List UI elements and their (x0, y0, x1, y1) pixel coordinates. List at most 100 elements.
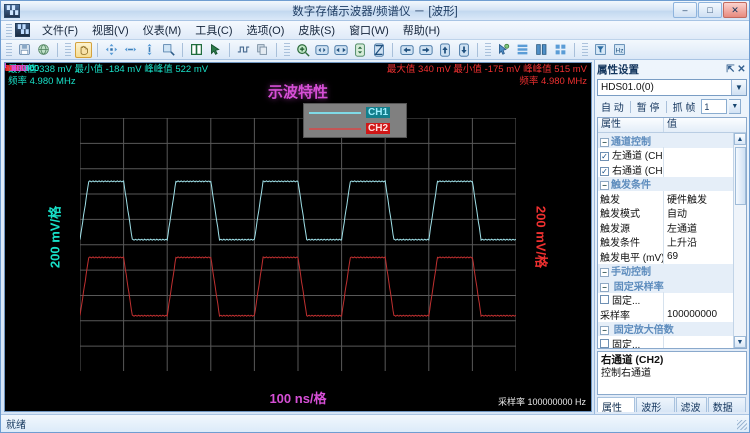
auto-button[interactable]: 自 动 (601, 103, 624, 114)
toolbar-grip-4[interactable] (485, 43, 491, 56)
hand-pan-icon[interactable] (75, 41, 92, 58)
tab-properties[interactable]: 属性设置 (597, 397, 636, 429)
zoom-horizontal-icon[interactable] (313, 42, 330, 58)
menu-grip[interactable] (6, 23, 12, 37)
waveform-plot[interactable] (80, 118, 516, 371)
menu-item-file[interactable]: 文件(F) (42, 25, 79, 37)
grid-property-row[interactable]: 触发 硬件触发 (598, 190, 746, 206)
fit-height-icon[interactable] (370, 42, 387, 58)
pin-icon[interactable]: ⇱ (726, 64, 735, 75)
menu-bar: ▚▚ 文件(F) 视图(V) 仪表(M) 工具(C) 选项(O) 皮肤(S) 窗… (1, 21, 749, 40)
checkbox[interactable]: ✓ (600, 152, 609, 162)
capture-count-input[interactable]: 1 (701, 99, 728, 114)
checkbox[interactable] (600, 295, 609, 305)
menu-item-options[interactable]: 选项(O) (246, 25, 285, 37)
fit-width-icon[interactable] (332, 42, 349, 58)
grid-property-value[interactable]: 上升沿 (667, 238, 697, 250)
menu-item-window[interactable]: 窗口(W) (349, 25, 389, 37)
chevron-down-icon[interactable]: ▼ (731, 80, 746, 95)
expander-icon[interactable]: − (600, 137, 609, 147)
grid-property-row[interactable]: 触发模式 自动 (598, 205, 746, 221)
grid-body[interactable]: −通道控制✓左通道 (CH1)✓右通道 (CH2)−触发条件触发硬件触发触发模式… (598, 133, 746, 348)
grid-scrollbar[interactable]: ▲ ▼ (733, 133, 746, 348)
grid-property-value[interactable]: 左通道 (667, 223, 697, 235)
property-description: 右通道 (CH2) 控制右通道 (597, 351, 747, 395)
capture-button[interactable]: 抓 帧 (672, 103, 696, 114)
grid-property-row[interactable]: 触发条件 上升沿 (598, 234, 746, 250)
expander-icon[interactable]: − (600, 268, 609, 278)
menu-item-tools[interactable]: 工具(C) (195, 25, 233, 37)
measurement-ch2: 最大值 340 mV 最小值 -175 mV 峰峰值 515 mV 频率 4.9… (387, 64, 587, 88)
filter-icon[interactable] (592, 42, 609, 58)
save-icon[interactable] (16, 42, 33, 58)
grid-category-row[interactable]: − 通道控制 (598, 133, 746, 148)
close-button[interactable]: ✕ (723, 2, 747, 18)
arrow-left-icon[interactable] (398, 42, 415, 58)
horizontal-resize-icon[interactable] (122, 42, 139, 58)
tab-data-record[interactable]: 数据记录 (707, 397, 746, 429)
toolbar-grip-3[interactable] (284, 43, 290, 56)
legend-item-ch1: CH1 (309, 107, 401, 118)
device-select-value: HDS01.0(0) (601, 82, 654, 93)
grid-property-row[interactable]: 固定... (598, 292, 746, 308)
checkbox[interactable] (600, 338, 609, 348)
columns-layout-icon[interactable] (533, 42, 550, 58)
copy-icon[interactable] (254, 42, 271, 58)
panel-close-icon[interactable]: ✕ (737, 64, 746, 75)
arrow-up-icon[interactable] (436, 42, 453, 58)
expander-icon[interactable]: − (600, 282, 609, 292)
scroll-down-icon[interactable]: ▼ (734, 336, 746, 348)
pointer-select-icon[interactable] (495, 42, 512, 58)
properties-grid[interactable]: 属性 值 −通道控制✓左通道 (CH1)✓右通道 (CH2)−触发条件触发硬件触… (597, 117, 747, 349)
grid-property-value[interactable]: 自动 (667, 209, 687, 221)
tab-filter[interactable]: 滤波器 (675, 397, 707, 429)
tile-layout-icon[interactable] (552, 42, 569, 58)
globe-icon[interactable] (35, 42, 52, 58)
capture-count-dropdown-icon[interactable]: ▼ (729, 99, 742, 114)
arrow-down-icon[interactable] (455, 42, 472, 58)
zoom-region-icon[interactable] (160, 42, 177, 58)
column-icon[interactable] (188, 42, 205, 58)
move-icon[interactable] (103, 42, 120, 58)
cursor-arrow-icon[interactable] (207, 42, 224, 58)
grid-property-row[interactable]: 触发源 左通道 (598, 219, 746, 235)
grid-category-row[interactable]: − 触发条件 (598, 176, 746, 191)
toolbar-grip-5[interactable] (582, 43, 588, 56)
toolbar-grip-2[interactable] (65, 43, 71, 56)
expander-icon[interactable]: − (600, 326, 609, 336)
menu-item-skin[interactable]: 皮肤(S) (298, 25, 336, 37)
window-resize-grip[interactable] (737, 420, 747, 430)
minimize-button[interactable]: – (673, 2, 697, 18)
expander-icon[interactable]: − (600, 181, 609, 191)
grid-property-row[interactable]: 采样率 100000000 (598, 306, 746, 322)
arrow-right-icon[interactable] (417, 42, 434, 58)
hz-icon[interactable]: Hz (611, 42, 628, 58)
scrollbar-thumb[interactable] (734, 147, 746, 205)
grid-category-row[interactable]: − 固定采样率 (598, 278, 746, 293)
checkbox[interactable]: ✓ (600, 166, 609, 176)
zoom-vertical-icon[interactable] (351, 42, 368, 58)
oscilloscope-display[interactable]: 最大值 338 mV 最小值 -184 mV 峰峰值 522 mV 频率 4.9… (4, 62, 592, 412)
grid-property-value[interactable]: 69 (667, 250, 679, 262)
waveform-icon[interactable] (235, 42, 252, 58)
menu-item-help[interactable]: 帮助(H) (402, 25, 441, 37)
menu-item-view[interactable]: 视图(V) (92, 25, 129, 37)
toolbar-grip-1[interactable] (6, 43, 12, 56)
grid-category-row[interactable]: − 固定放大倍数 (598, 321, 746, 336)
device-select[interactable]: HDS01.0(0) ▼ (597, 79, 747, 96)
grid-property-row[interactable]: 触发电平 (mV) 69 (598, 248, 746, 264)
scroll-up-icon[interactable]: ▲ (734, 133, 746, 145)
grid-property-value[interactable]: 100000000 (667, 308, 718, 320)
grid-property-value[interactable]: 硬件触发 (667, 194, 707, 206)
vertical-resize-icon[interactable] (141, 42, 158, 58)
grid-category-row[interactable]: − 手动控制 (598, 263, 746, 278)
rows-layout-icon[interactable] (514, 42, 531, 58)
grid-property-row[interactable]: ✓左通道 (CH1) (598, 147, 746, 163)
zoom-in-icon[interactable] (294, 42, 311, 58)
menu-item-meter[interactable]: 仪表(M) (142, 25, 182, 37)
grid-property-row[interactable]: 固定... (598, 335, 746, 348)
tab-waveform[interactable]: 波形处理 (636, 397, 675, 429)
pause-button[interactable]: 暂 停 (636, 103, 660, 114)
grid-property-row[interactable]: ✓右通道 (CH2) (598, 161, 746, 177)
maximize-button[interactable]: □ (698, 2, 722, 18)
